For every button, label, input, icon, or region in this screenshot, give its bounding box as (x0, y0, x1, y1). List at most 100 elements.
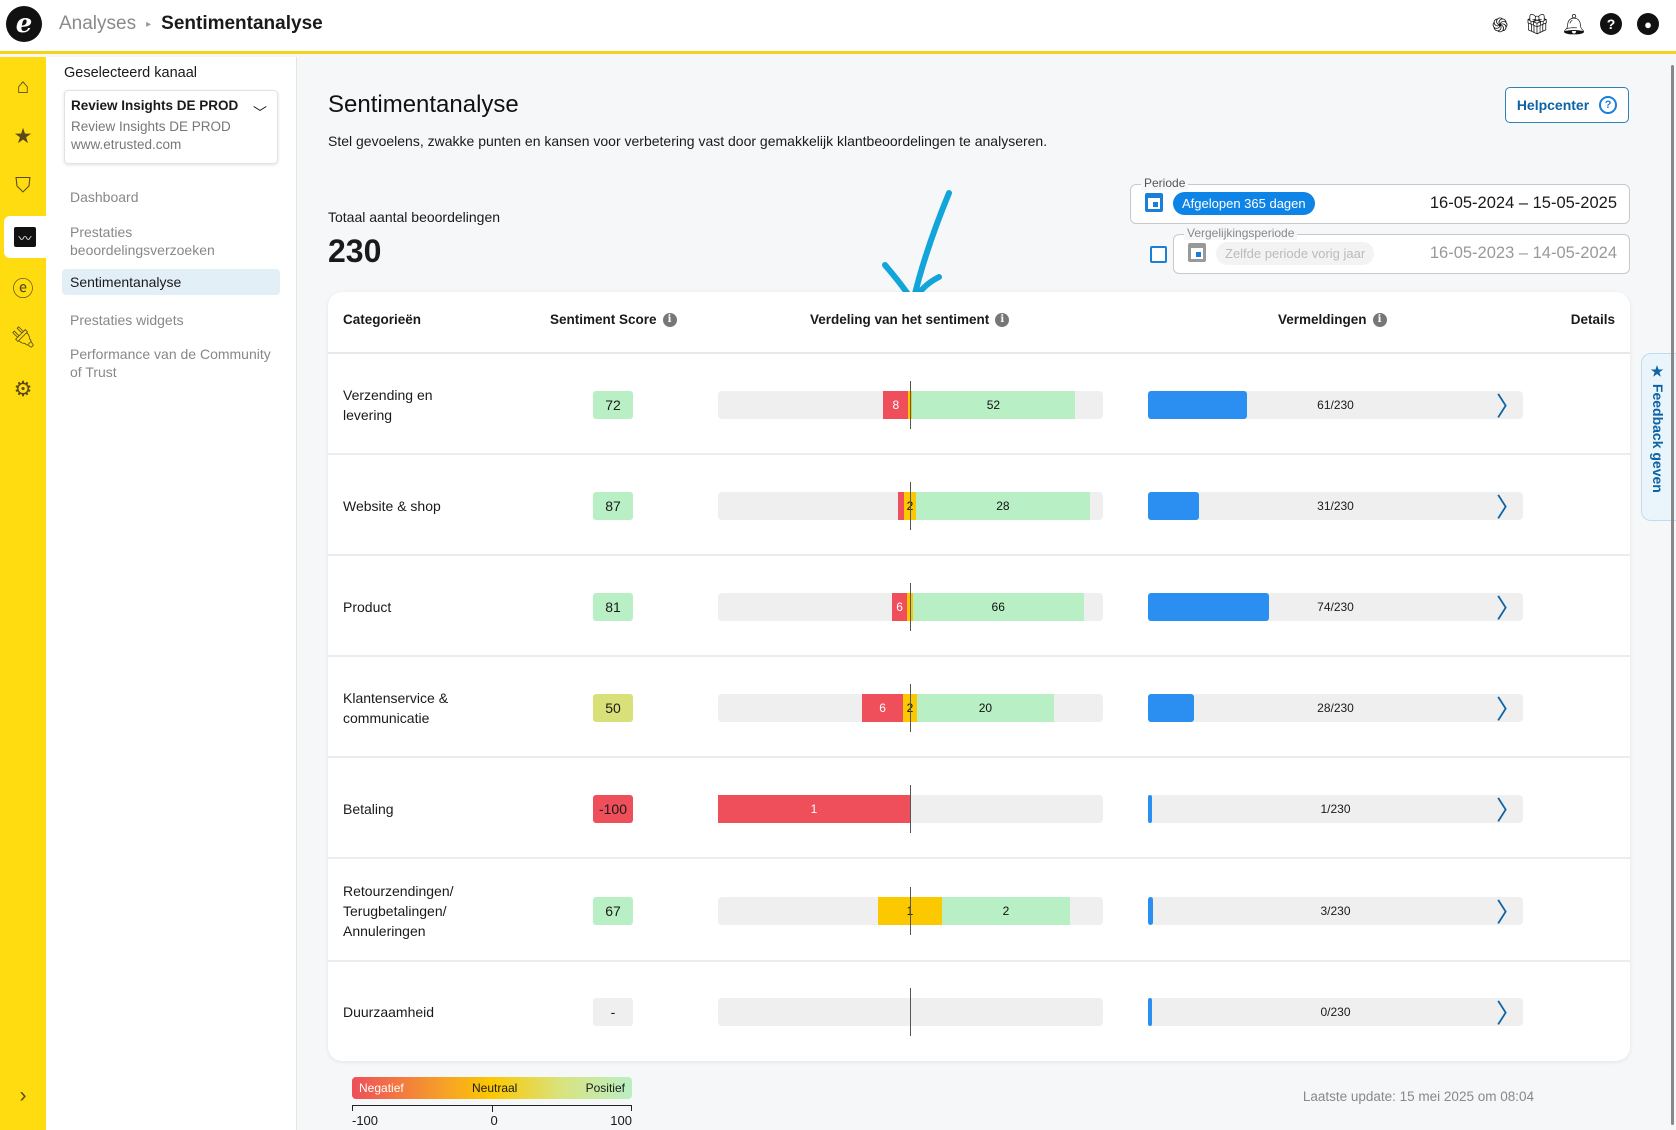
sentiment-table: Categorieën Sentiment Score i Verdeling v… (328, 292, 1630, 1061)
legend-negative: Negatief (359, 1081, 404, 1095)
feedback-tab[interactable]: ★ Feedback geven (1641, 353, 1676, 521)
col-mentions-label: Vermeldingen (1278, 312, 1367, 327)
category-name: Klantenservice & communicatie (343, 689, 449, 726)
sidebar-item-dashboard[interactable]: Dashboard (70, 189, 139, 205)
sentiment-score-badge: 50 (593, 693, 633, 722)
feedback-label: ★ Feedback geven (1650, 364, 1666, 493)
mentions-bar: 61/230 (1148, 390, 1523, 419)
category-name: Website & shop (343, 497, 441, 514)
sentiment-distribution-bar: 228 (718, 481, 1103, 530)
compare-checkbox[interactable] (1150, 246, 1167, 263)
sidebar-item-community-of-trust[interactable]: Performance van de Community of Trust (70, 346, 271, 380)
account-icon[interactable]: ● (1636, 12, 1660, 36)
breadcrumb-analyses[interactable]: Analyses (59, 13, 137, 34)
positive-segment: 52 (911, 390, 1076, 419)
sentiment-distribution-bar: 12 (718, 886, 1103, 935)
details-chevron-icon[interactable]: 〉 (1496, 898, 1523, 928)
table-row: Betaling -100 1 1/230 〉 (328, 758, 1630, 859)
period-chip[interactable]: Afgelopen 365 dagen (1173, 192, 1315, 215)
compare-period-picker[interactable]: Vergelijkingsperiode Zelfde periode vori… (1173, 226, 1630, 274)
scrollbar[interactable] (1671, 65, 1674, 1125)
total-reviews-label: Totaal aantal beoordelingen (328, 209, 501, 225)
sidebar-item-prestaties-beoordelingsverzoeken[interactable]: Prestaties beoordelingsverzoeken (70, 224, 215, 258)
calendar-icon (1188, 243, 1206, 262)
details-chevron-icon[interactable]: 〉 (1496, 392, 1523, 422)
sentiment-score-badge: -100 (593, 794, 633, 823)
total-reviews-value: 230 (328, 233, 382, 269)
neutral-segment (907, 592, 913, 621)
sentiment-legend: Negatief Neutraal Positief -100 0 100 (352, 1077, 632, 1128)
sidebar-item-sentimentanalyse[interactable]: Sentimentanalyse (62, 269, 280, 295)
details-chevron-icon[interactable]: 〉 (1496, 999, 1523, 1030)
channel-name: Review Insights DE PROD (71, 98, 239, 113)
legend-neutral: Neutraal (471, 1081, 518, 1095)
col-distribution: Verdeling van het sentiment i (810, 312, 1010, 327)
gear-icon[interactable]: ⚙ (13, 377, 33, 401)
fingerprint-icon[interactable]: ֍ (1491, 14, 1509, 37)
zero-axis (910, 481, 911, 530)
sidebar: Geselecteerd kanaal Review Insights DE P… (46, 57, 297, 1130)
category-name: Product (343, 598, 392, 615)
calendar-icon (1145, 193, 1163, 212)
breadcrumb: Analyses ▸ Sentimentanalyse (59, 13, 323, 35)
table-row: Klantenservice & communicatie 50 6220 28… (328, 657, 1630, 758)
info-icon[interactable]: i (1372, 312, 1387, 327)
shield-check-icon[interactable]: ⛉ (15, 174, 31, 197)
table-row: Product 81 6 66 74/230 〉 (328, 556, 1630, 657)
table-row: Retourzendingen/ Terugbetalingen/ Annule… (328, 859, 1630, 962)
period-picker[interactable]: Periode Afgelopen 365 dagen 16-05-2024 –… (1130, 176, 1630, 224)
legend-scale (352, 1105, 632, 1112)
channel-select[interactable]: Review Insights DE PROD Review Insights … (64, 90, 278, 164)
gift-icon[interactable]: 🎁︎ (1524, 13, 1550, 36)
neutral-segment (908, 390, 912, 419)
channel-sub: Review Insights DE PROD (71, 119, 231, 134)
col-score-label: Sentiment Score (550, 312, 657, 327)
negative-segment: 1 (718, 794, 910, 823)
zero-axis (910, 582, 911, 631)
expand-icon[interactable]: › (19, 1084, 27, 1107)
positive-segment: 66 (912, 592, 1084, 621)
sentiment-distribution-bar: 6 66 (718, 582, 1103, 631)
sentiment-distribution-bar (718, 988, 1103, 1036)
category-name: Verzending en levering (343, 386, 433, 423)
etrusted-icon[interactable]: ⓔ (12, 278, 34, 301)
info-icon[interactable]: i (662, 312, 677, 327)
info-icon[interactable]: i (995, 312, 1010, 327)
negative-segment (897, 491, 904, 520)
sentiment-score-badge: - (593, 998, 633, 1026)
col-category-label: Categorieën (343, 312, 422, 327)
helpcenter-button[interactable]: Helpcenter? (1505, 87, 1629, 123)
mentions-fill (1148, 998, 1152, 1026)
star-icon[interactable]: ★ (13, 124, 33, 148)
legend-positive: Positief (585, 1081, 625, 1095)
details-chevron-icon[interactable]: 〉 (1496, 493, 1523, 523)
sentiment-distribution-bar: 8 52 (718, 380, 1103, 429)
table-row: Verzending en levering 72 8 52 61/230 〉 (328, 354, 1630, 455)
home-icon[interactable]: ⌂ (16, 75, 30, 98)
table-row: Website & shop 87 228 31/230 〉 (328, 455, 1630, 556)
plug-icon[interactable]: 🔌︎ (9, 326, 37, 349)
header-divider (328, 352, 1630, 354)
sidebar-item-prestaties-widgets[interactable]: Prestaties widgets (70, 312, 184, 328)
col-details: Details (1571, 312, 1615, 327)
sentiment-distribution-bar: 1 (718, 784, 1103, 833)
app-rail: ⌂ ★ ⛉ 〰 ⓔ 🔌︎ ⚙ › (0, 57, 46, 1130)
mentions-bar: 28/230 (1148, 693, 1523, 722)
col-score: Sentiment Score i (550, 312, 677, 327)
mentions-fill (1148, 794, 1152, 823)
analytics-icon[interactable]: 〰 (4, 216, 46, 258)
details-chevron-icon[interactable]: 〉 (1496, 695, 1523, 725)
mentions-label: 31/230 (1317, 498, 1354, 513)
neutral-segment: 2 (903, 693, 917, 722)
etrusted-logo[interactable]: e (6, 6, 42, 42)
sentiment-score-badge: 72 (593, 390, 633, 419)
details-chevron-icon[interactable]: 〉 (1496, 796, 1523, 826)
mentions-label: 61/230 (1317, 397, 1354, 412)
zero-axis (910, 886, 911, 935)
help-icon[interactable]: ? (1599, 12, 1623, 36)
bell-icon[interactable]: 🔔︎ (1561, 13, 1587, 36)
sentiment-distribution-bar: 6220 (718, 683, 1103, 732)
positive-segment: 20 (916, 693, 1054, 722)
details-chevron-icon[interactable]: 〉 (1496, 594, 1523, 624)
col-mentions: Vermeldingen i (1278, 312, 1387, 327)
